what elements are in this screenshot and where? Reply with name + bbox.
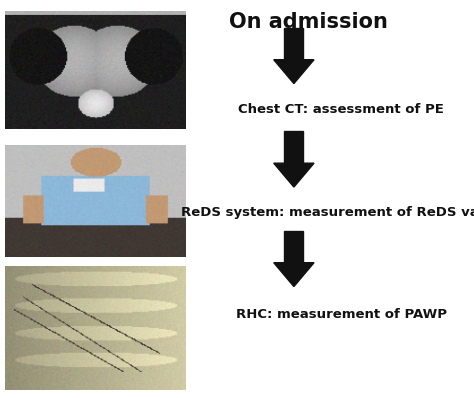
Text: RHC: measurement of PAWP: RHC: measurement of PAWP	[236, 308, 447, 321]
Bar	[284, 131, 303, 163]
Text: ReDS system: measurement of ReDS value: ReDS system: measurement of ReDS value	[181, 207, 474, 219]
Polygon shape	[274, 60, 314, 84]
Polygon shape	[274, 163, 314, 187]
Bar	[284, 28, 303, 60]
Text: Chest CT: assessment of PE: Chest CT: assessment of PE	[238, 103, 444, 116]
Polygon shape	[274, 263, 314, 287]
Text: On admission: On admission	[228, 12, 388, 32]
Bar	[284, 231, 303, 263]
